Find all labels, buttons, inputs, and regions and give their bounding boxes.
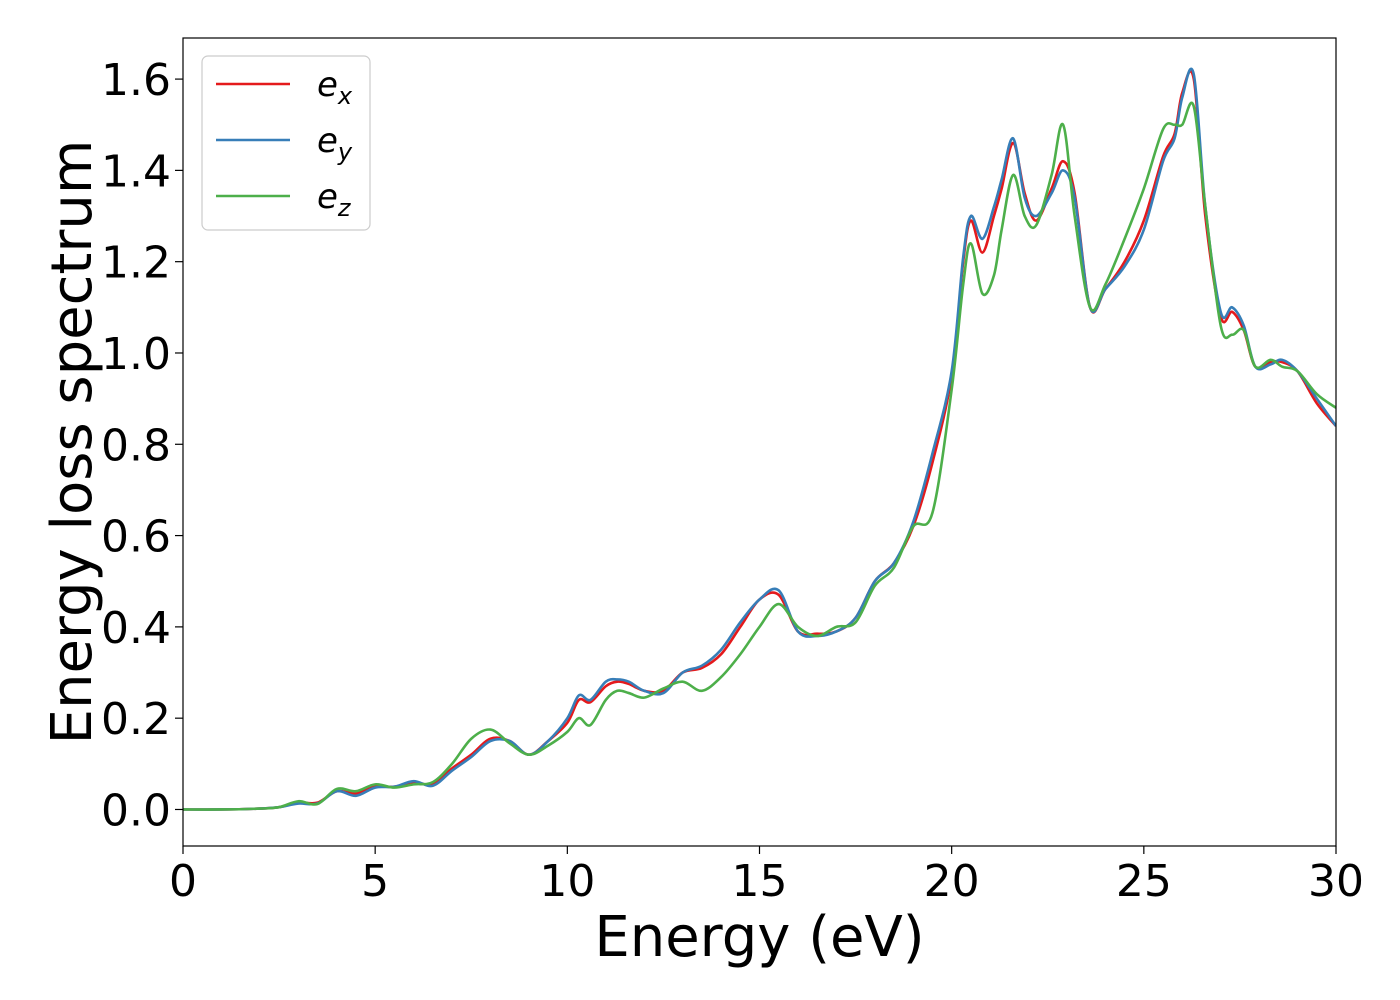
legend-entry: ez <box>317 177 352 222</box>
legend-entry-subscript: z <box>337 194 352 222</box>
y-tick-label: 1.0 <box>101 329 171 380</box>
legend-entry-subscript: x <box>337 82 353 110</box>
y-tick-label: 0.2 <box>101 694 171 745</box>
y-axis-label: Energy loss spectrum <box>40 140 105 745</box>
legend-entry: ex <box>317 65 353 110</box>
x-tick-label: 30 <box>1308 856 1364 907</box>
legend-entry: ey <box>317 121 353 166</box>
legend-box <box>201 55 371 231</box>
y-tick-label: 0.4 <box>101 603 171 654</box>
y-tick-label: 1.2 <box>101 238 171 289</box>
legend-entry-name: e <box>317 65 338 105</box>
y-tick-label: 0.0 <box>101 785 171 836</box>
x-tick-label: 10 <box>539 856 595 907</box>
series-layer <box>183 67 1336 811</box>
y-tick-label: 0.8 <box>101 420 171 471</box>
legend-entry-name: e <box>317 177 338 217</box>
x-axis-label: Energy (eV) <box>594 905 924 970</box>
y-tick-label: 1.4 <box>101 146 171 197</box>
x-tick-label: 20 <box>924 856 980 907</box>
x-axis: 0 5 10 15 20 25 30 <box>169 846 1364 907</box>
series-line-ey <box>183 67 1336 811</box>
series-line-ez <box>183 101 1336 811</box>
y-axis: 0.0 0.2 0.4 0.6 0.8 1.0 1.2 1.4 1.6 <box>101 55 183 836</box>
legend-entry-name: e <box>317 121 338 161</box>
x-tick-label: 25 <box>1116 856 1172 907</box>
x-tick-label: 0 <box>169 856 197 907</box>
x-tick-label: 15 <box>732 856 788 907</box>
y-tick-label: 0.6 <box>101 512 171 563</box>
y-tick-label: 1.6 <box>101 55 171 106</box>
x-tick-label: 5 <box>361 856 389 907</box>
legend-entry-subscript: y <box>337 138 353 166</box>
